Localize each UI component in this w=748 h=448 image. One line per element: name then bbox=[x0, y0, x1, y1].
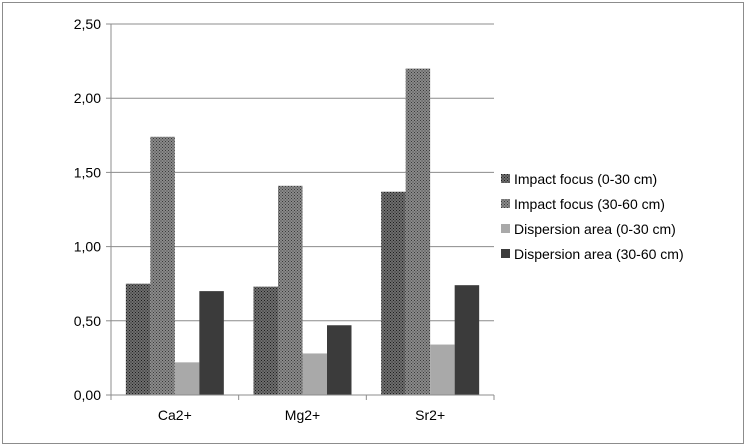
bar bbox=[253, 286, 278, 395]
bar bbox=[199, 291, 224, 395]
y-tick-label: 0,50 bbox=[74, 313, 101, 329]
bar bbox=[278, 185, 303, 395]
legend-swatch bbox=[501, 174, 510, 183]
bar bbox=[174, 362, 200, 395]
legend-swatch bbox=[501, 249, 510, 258]
legend-label: Dispersion area (30-60 cm) bbox=[514, 246, 684, 262]
bar bbox=[302, 353, 327, 395]
bar bbox=[430, 344, 455, 395]
legend-label: Impact focus (30-60 cm) bbox=[514, 196, 665, 212]
legend-label: Dispersion area (0-30 cm) bbox=[514, 221, 676, 237]
bar bbox=[405, 68, 431, 396]
y-tick-label: 1,00 bbox=[74, 239, 101, 255]
x-tick-label: Ca2+ bbox=[158, 407, 192, 423]
legend: Impact focus (0-30 cm) Impact focus (30-6… bbox=[501, 171, 684, 262]
bar bbox=[454, 285, 480, 395]
bar bbox=[150, 136, 175, 395]
legend-swatch bbox=[501, 224, 510, 233]
y-tick-label: 1,50 bbox=[74, 164, 101, 180]
y-tick-label: 2,50 bbox=[74, 16, 101, 32]
x-tick-label: Sr2+ bbox=[415, 407, 445, 423]
y-tick-label: 2,00 bbox=[74, 90, 101, 106]
bar bbox=[381, 191, 406, 395]
axes bbox=[106, 23, 495, 400]
bars bbox=[125, 68, 480, 396]
tick-labels: 0,00 0,50 1,00 1,50 2,00 2,50 Ca2+ Mg2+ Sr2+ bbox=[74, 16, 445, 423]
legend-label: Impact focus (0-30 cm) bbox=[514, 171, 657, 187]
bar bbox=[125, 283, 151, 395]
chart-frame bbox=[2, 2, 744, 444]
x-tick-label: Mg2+ bbox=[285, 407, 320, 423]
legend-swatch bbox=[501, 199, 510, 208]
y-tick-label: 0,00 bbox=[74, 387, 101, 403]
bar bbox=[327, 325, 352, 395]
